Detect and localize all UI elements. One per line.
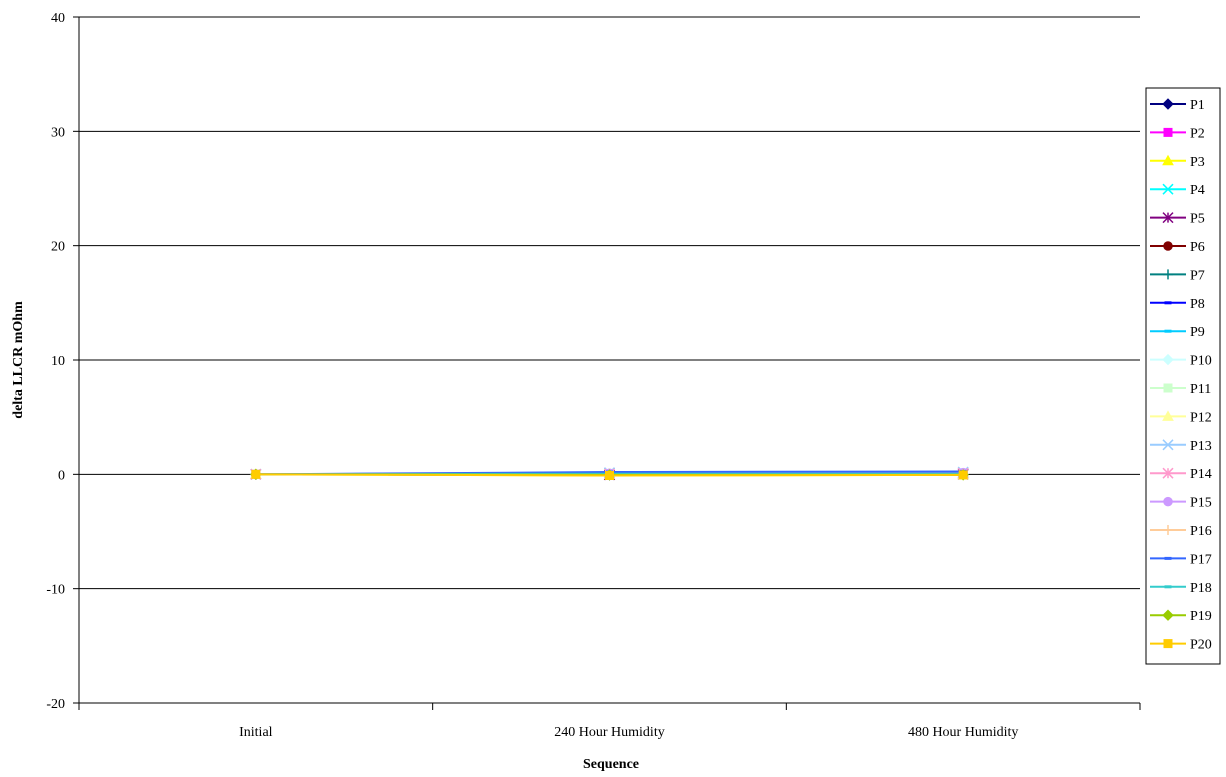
x-tick-label: Initial xyxy=(239,725,273,740)
x-axis-title: Sequence xyxy=(583,757,639,772)
y-axis-title: delta LLCR mOhm xyxy=(11,301,26,419)
legend-item-P13: P13 xyxy=(1150,439,1212,454)
legend-label: P4 xyxy=(1190,183,1205,198)
legend-label: P5 xyxy=(1190,212,1205,227)
x-tick-label: 240 Hour Humidity xyxy=(554,725,664,740)
legend-item-P9: P9 xyxy=(1150,325,1205,340)
legend-item-P19: P19 xyxy=(1150,609,1212,624)
legend-swatch-marker xyxy=(1163,639,1173,649)
legend-label: P2 xyxy=(1190,126,1205,141)
legend-item-P14: P14 xyxy=(1150,467,1212,482)
gridlines xyxy=(79,16,1140,590)
legend-item-P7: P7 xyxy=(1150,268,1205,283)
legend-item-P1: P1 xyxy=(1150,98,1205,113)
legend-swatch-marker xyxy=(1162,212,1174,224)
legend-swatch-marker xyxy=(1163,383,1173,393)
legend-item-P20: P20 xyxy=(1150,638,1212,653)
legend-label: P9 xyxy=(1190,325,1205,340)
legend-swatch-marker xyxy=(1164,301,1172,305)
y-tick-label: 10 xyxy=(51,354,65,369)
legend-label: P19 xyxy=(1190,609,1212,624)
data-point xyxy=(605,470,614,480)
legend-item-P8: P8 xyxy=(1150,297,1205,312)
x-tick-label: 480 Hour Humidity xyxy=(908,725,1018,740)
legend-swatch-marker xyxy=(1163,525,1173,535)
y-tick-label: 30 xyxy=(51,125,65,140)
legend-label: P17 xyxy=(1190,552,1212,567)
y-tick-label: -20 xyxy=(46,697,65,712)
legend-item-P5: P5 xyxy=(1150,212,1205,227)
legend-swatch-marker xyxy=(1162,353,1174,366)
series-P20 xyxy=(251,469,968,480)
legend-label: P20 xyxy=(1190,638,1212,653)
legend-label: P7 xyxy=(1190,268,1205,283)
legend-swatch-marker xyxy=(1162,183,1174,195)
legend-label: P8 xyxy=(1190,297,1205,312)
legend-item-P2: P2 xyxy=(1150,126,1205,141)
legend-item-P17: P17 xyxy=(1150,552,1212,567)
legend-item-P6: P6 xyxy=(1150,240,1205,255)
legend-swatch-marker xyxy=(1163,496,1173,507)
legend-label: P14 xyxy=(1190,467,1212,482)
y-tick-label: 20 xyxy=(51,240,65,255)
legend-item-P3: P3 xyxy=(1150,154,1205,170)
legend-label: P12 xyxy=(1190,410,1212,425)
legend-swatch-marker xyxy=(1163,269,1173,280)
data-point xyxy=(251,469,261,479)
y-tick-labels: -20 -10 0 10 20 30 40 xyxy=(46,11,65,712)
legend-swatch-marker xyxy=(1162,467,1174,479)
axes xyxy=(73,16,1141,710)
legend-item-P10: P10 xyxy=(1150,354,1212,369)
legend-swatch-marker xyxy=(1162,98,1174,110)
legend-swatch-marker xyxy=(1162,154,1174,166)
legend-swatch-marker xyxy=(1163,127,1173,137)
legend-swatch-marker xyxy=(1162,439,1174,451)
legend-label: P10 xyxy=(1190,354,1212,369)
legend: P1 P2 P3 P4 P5 P6 P7 P8 P9 P10 P11 P12 P13 P14 P15 P16 P… xyxy=(1145,87,1221,665)
legend-item-P4: P4 xyxy=(1150,183,1205,198)
legend-swatch-marker xyxy=(1162,410,1174,421)
series-lines xyxy=(249,466,970,481)
y-tick-label: -10 xyxy=(46,583,65,598)
legend-label: P1 xyxy=(1190,98,1205,113)
legend-label: P18 xyxy=(1190,581,1212,596)
legend-swatch-marker xyxy=(1163,241,1173,251)
legend-item-P11: P11 xyxy=(1150,382,1211,397)
legend-item-P18: P18 xyxy=(1150,581,1212,596)
legend-label: P15 xyxy=(1190,496,1212,511)
legend-label: P16 xyxy=(1190,524,1212,539)
legend-swatch-marker xyxy=(1164,329,1172,333)
legend-swatch-marker xyxy=(1162,609,1174,621)
y-tick-label: 0 xyxy=(58,468,65,483)
y-tick-label: 40 xyxy=(51,11,65,26)
legend-label: P3 xyxy=(1190,155,1205,170)
legend-swatch-marker xyxy=(1164,556,1172,560)
legend-item-P12: P12 xyxy=(1150,410,1212,425)
legend-label: P6 xyxy=(1190,240,1205,255)
data-point xyxy=(958,470,968,480)
x-tick-labels: Initial 240 Hour Humidity 480 Hour Humidit… xyxy=(239,725,1018,740)
legend-label: P11 xyxy=(1190,382,1211,397)
legend-box xyxy=(1145,87,1221,665)
legend-label: P13 xyxy=(1190,439,1212,454)
legend-swatch-marker xyxy=(1164,585,1172,589)
legend-item-P16: P16 xyxy=(1150,524,1212,539)
legend-item-P15: P15 xyxy=(1150,496,1212,511)
